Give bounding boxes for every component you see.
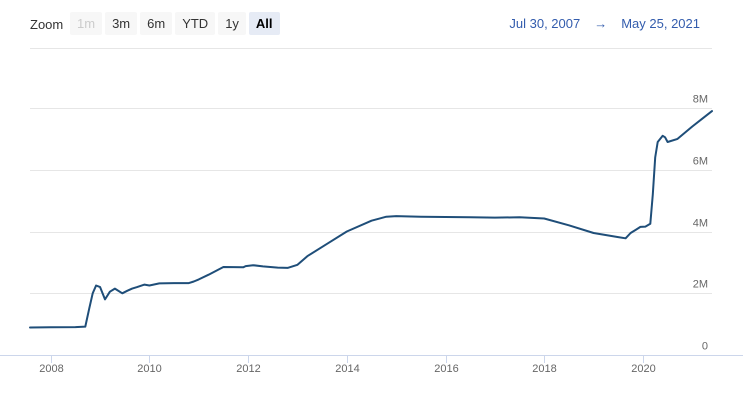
grid-lines	[30, 48, 712, 294]
range-arrow-icon: →	[594, 16, 608, 31]
zoom-label: Zoom	[30, 17, 64, 32]
zoom-button-group: 1m 3m 6m YTD 1y All	[70, 12, 280, 35]
zoom-all-button[interactable]: All	[248, 12, 280, 35]
y-axis-labels: 0 2M 4M 6M 8M	[693, 94, 708, 353]
x-tick-label: 2016	[434, 363, 458, 375]
date-range-display: Jul 30, 2007 → May 25, 2021	[509, 16, 700, 31]
x-tick-label: 2008	[39, 363, 63, 375]
series-layer	[29, 110, 713, 329]
zoom-6m-button[interactable]: 6m	[140, 12, 173, 35]
range-from-date[interactable]: Jul 30, 2007	[509, 16, 581, 31]
range-to-date[interactable]: May 25, 2021	[621, 16, 700, 31]
y-tick-label: 0	[702, 341, 708, 353]
range-selector-toolbar: Zoom 1m 3m 6m YTD 1y All Jul 30, 2007 → …	[0, 0, 743, 46]
zoom-ytd-button[interactable]: YTD	[175, 12, 216, 35]
x-tick-label: 2014	[335, 363, 359, 375]
zoom-1m-button: 1m	[70, 12, 103, 35]
x-tick-label: 2012	[236, 363, 260, 375]
y-tick-label: 4M	[693, 218, 708, 230]
x-tick-label: 2018	[532, 363, 556, 375]
zoom-1y-button[interactable]: 1y	[218, 12, 246, 35]
y-tick-label: 2M	[693, 279, 708, 291]
zoom-3m-button[interactable]: 3m	[105, 12, 138, 35]
y-tick-label: 8M	[693, 94, 708, 106]
y-tick-label: 6M	[693, 156, 708, 168]
x-tick-label: 2020	[631, 363, 655, 375]
x-axis: 2008 2010 2012 2014 2016 2018 2020	[0, 355, 743, 375]
series-line	[29, 110, 713, 329]
x-tick-label: 2010	[137, 363, 161, 375]
